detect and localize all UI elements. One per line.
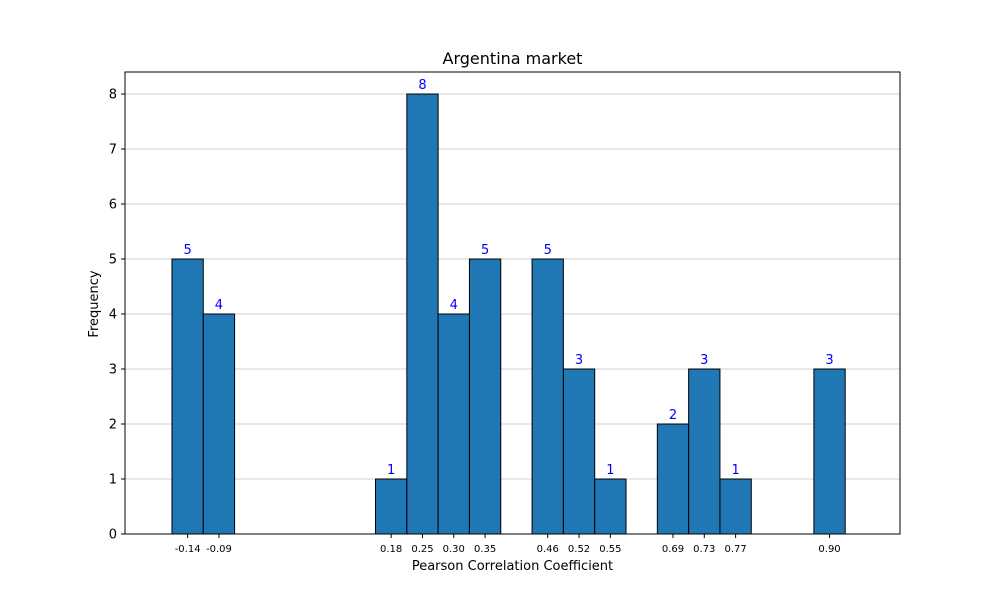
histogram-bar	[594, 478, 627, 535]
histogram-bar	[813, 368, 846, 535]
bar-value-label: 5	[183, 243, 191, 258]
y-tick-label: 7	[109, 143, 117, 158]
bar-value-label: 1	[387, 463, 395, 478]
y-axis-ticks: 0 1 2 3 4 5 6 7 8	[109, 88, 125, 543]
x-tick-label: 0.69	[662, 544, 684, 555]
y-tick-label: 3	[109, 363, 117, 378]
histogram-bar	[531, 258, 564, 535]
histogram-bar	[719, 478, 752, 535]
bar-value-label: 3	[575, 353, 583, 368]
y-axis-label: Frequency	[87, 270, 102, 337]
y-tick-label: 2	[109, 418, 117, 433]
bar-value-label: 1	[606, 463, 614, 478]
y-tick-label: 1	[109, 473, 117, 488]
bar-value-label: 4	[450, 298, 458, 313]
y-tick-label: 8	[109, 88, 117, 103]
histogram-bar	[437, 313, 470, 535]
x-tick-label: 0.73	[693, 544, 715, 555]
bar-value-label: 5	[544, 243, 552, 258]
histogram-bar	[406, 93, 439, 535]
x-tick-label: 0.18	[380, 544, 402, 555]
plot-frame	[124, 71, 901, 535]
bar-value-label: 3	[825, 353, 833, 368]
histogram-bar	[656, 423, 690, 535]
bar-value-label: 3	[700, 353, 708, 368]
y-tick-label: 0	[109, 528, 117, 543]
y-tick-label: 5	[109, 253, 117, 268]
x-tick-label: 0.55	[599, 544, 621, 555]
x-tick-label: 0.30	[443, 544, 465, 555]
x-tick-label: 0.90	[818, 544, 840, 555]
x-tick-label: -0.14	[175, 544, 201, 555]
x-tick-label: -0.09	[206, 544, 232, 555]
x-tick-label: 0.25	[411, 544, 433, 555]
histogram-bar	[202, 313, 236, 535]
histogram-bar	[688, 368, 721, 535]
bar-value-label: 8	[418, 78, 426, 93]
histogram-bar	[468, 258, 502, 535]
chart-title: Argentina market	[443, 49, 583, 68]
x-tick-label: 0.77	[724, 544, 746, 555]
x-axis-ticks: -0.14 -0.09 0.18 0.25 0.30 0.35 0.46 0.52 0.55 0.…	[175, 534, 841, 555]
bar-value-label: 1	[731, 463, 739, 478]
x-tick-label: 0.35	[474, 544, 496, 555]
bar-value-label: 2	[669, 408, 677, 423]
histogram-bar	[562, 368, 596, 535]
histogram-bar	[375, 478, 408, 535]
x-axis-label: Pearson Correlation Coefficient	[412, 559, 613, 574]
bar-value-labels: 5 4 1 8 4 5 5 3 1 2 3 1 3	[183, 78, 833, 478]
x-tick-label: 0.46	[537, 544, 559, 555]
bar-value-label: 4	[215, 298, 223, 313]
x-tick-label: 0.52	[568, 544, 590, 555]
bars	[171, 93, 846, 535]
y-tick-label: 4	[109, 308, 117, 323]
y-tick-label: 6	[109, 198, 117, 213]
bar-value-label: 5	[481, 243, 489, 258]
histogram-bar	[171, 258, 204, 535]
